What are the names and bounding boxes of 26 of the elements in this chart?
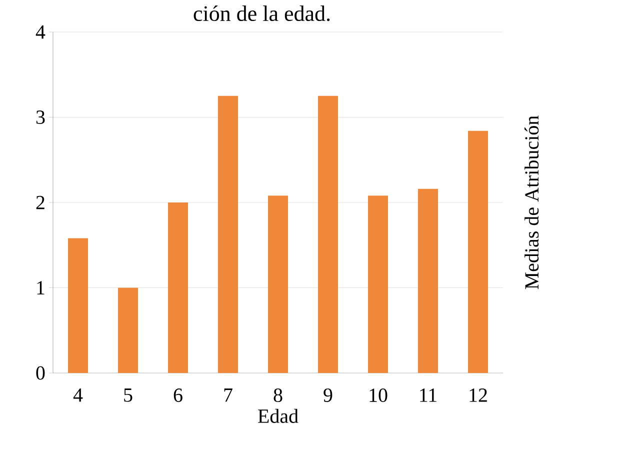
y-tick-label: 1	[37, 281, 44, 294]
x-tick-label: 8	[274, 388, 282, 402]
y-tick-label: 2	[36, 196, 44, 210]
y-tick-label: 3	[36, 110, 45, 124]
bar	[468, 130, 488, 373]
x-tick-label: 12	[470, 388, 487, 402]
bar	[118, 288, 138, 373]
y-tick-label: 4	[36, 25, 46, 39]
x-tick-label: 9	[324, 388, 332, 402]
bar	[318, 96, 338, 373]
x-tick-label: 10	[370, 388, 388, 402]
x-tick-label: 4	[73, 388, 83, 402]
x-tick-label: 11	[420, 388, 436, 402]
x-tick-label: 7	[224, 388, 232, 402]
y-tick-label: 0	[36, 366, 45, 380]
bar	[368, 196, 388, 373]
bar	[218, 96, 238, 373]
x-axis-title: Edad	[258, 408, 298, 423]
bar	[268, 196, 288, 373]
x-tick-label: 6	[174, 388, 182, 402]
bar	[68, 238, 88, 373]
bar	[168, 202, 188, 373]
chart-title: ción de la edad.	[194, 6, 330, 22]
bar	[418, 188, 438, 373]
y-axis-title: Medias de Atribución	[524, 116, 539, 290]
x-tick-label: 5	[124, 388, 132, 402]
